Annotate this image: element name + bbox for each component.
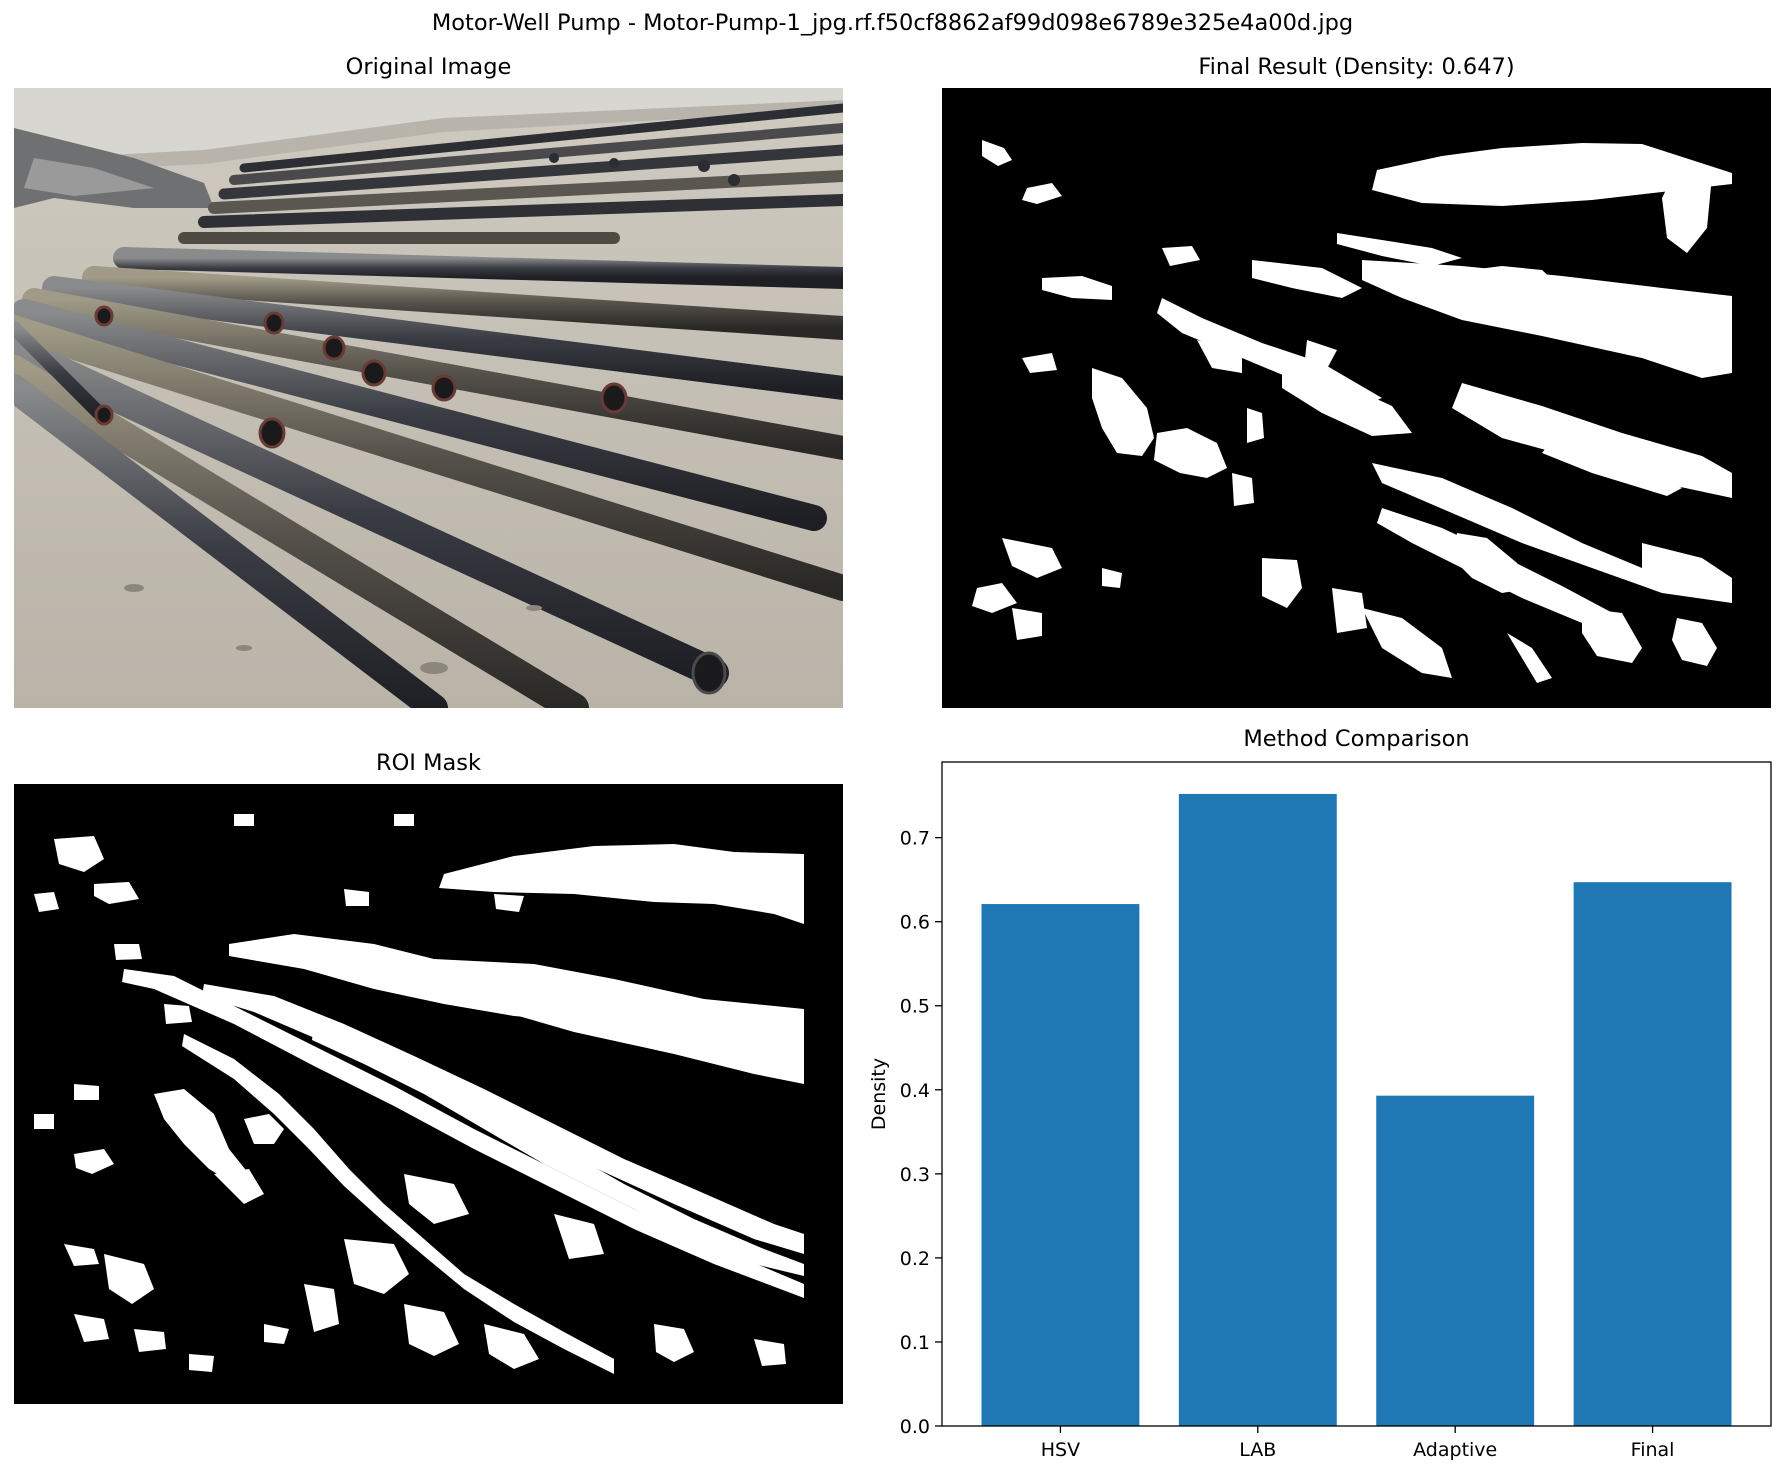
y-tick-label: 0.0 [900,1416,930,1438]
figure-title: Motor-Well Pump - Motor-Pump-1_jpg.rf.f5… [431,10,1354,36]
final-result-mask [942,88,1771,708]
y-tick-label: 0.2 [900,1248,930,1270]
final-result-title: Final Result (Density: 0.647) [1198,54,1515,80]
x-tick-label: Final [1631,1439,1675,1461]
x-tick-label: LAB [1239,1439,1276,1461]
chart-title: Method Comparison [1243,726,1470,752]
y-tick-label: 0.7 [900,828,930,850]
y-axis-label: Density [868,1058,890,1130]
y-tick-label: 0.3 [900,1164,930,1186]
bar-lab [1178,793,1337,1426]
bar-hsv [981,904,1140,1426]
y-tick-label: 0.4 [900,1080,930,1102]
y-tick-label: 0.1 [900,1332,930,1354]
y-tick-label: 0.5 [900,996,930,1018]
x-tick-label: HSV [1041,1439,1080,1461]
bar-adaptive [1376,1095,1535,1426]
x-tick-label: Adaptive [1413,1439,1497,1461]
roi-mask-title: ROI Mask [375,750,482,776]
bar-final [1573,882,1732,1426]
original-image-title: Original Image [345,54,512,80]
y-tick-label: 0.6 [900,912,930,934]
plot-frame [941,761,1772,1427]
roi-mask [14,784,843,1404]
original-image [14,88,843,708]
